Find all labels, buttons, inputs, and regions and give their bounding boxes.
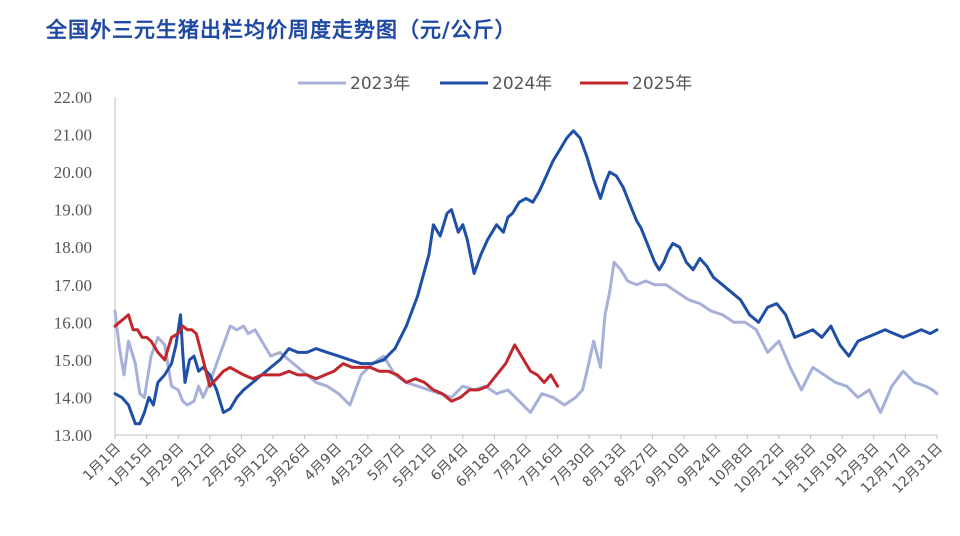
chart-title: 全国外三元生猪出栏均价周度走势图（元/公斤） xyxy=(46,18,517,42)
y-tick-label: 17.00 xyxy=(54,276,92,295)
legend-label: 2025年 xyxy=(632,74,692,94)
y-tick-label: 13.00 xyxy=(54,426,92,445)
y-tick-label: 20.00 xyxy=(54,163,92,182)
series-lines xyxy=(113,129,939,426)
legend-label: 2024年 xyxy=(492,74,552,94)
series-line-3 xyxy=(113,313,560,403)
legend-label: 2023年 xyxy=(350,74,410,94)
y-tick-label: 15.00 xyxy=(54,351,92,370)
axes xyxy=(114,97,937,436)
y-tick-label: 16.00 xyxy=(54,313,92,332)
y-tick-label: 22.00 xyxy=(54,88,92,107)
y-tick-label: 21.00 xyxy=(54,126,92,145)
series-line-2 xyxy=(113,129,939,426)
x-axis-ticks: 1月1日1月15日1月29日2月12日2月26日3月12日3月26日4月9日4月… xyxy=(80,435,946,497)
y-tick-label: 14.00 xyxy=(54,388,92,407)
y-tick-label: 19.00 xyxy=(54,201,92,220)
series-line-1 xyxy=(113,260,939,414)
y-axis-ticks: 13.00 14.00 15.00 16.00 17.00 18.00 19.00 20.00… xyxy=(54,88,92,445)
y-tick-label: 18.00 xyxy=(54,238,92,257)
legend: 2023年 2024年 2025年 xyxy=(298,74,692,94)
